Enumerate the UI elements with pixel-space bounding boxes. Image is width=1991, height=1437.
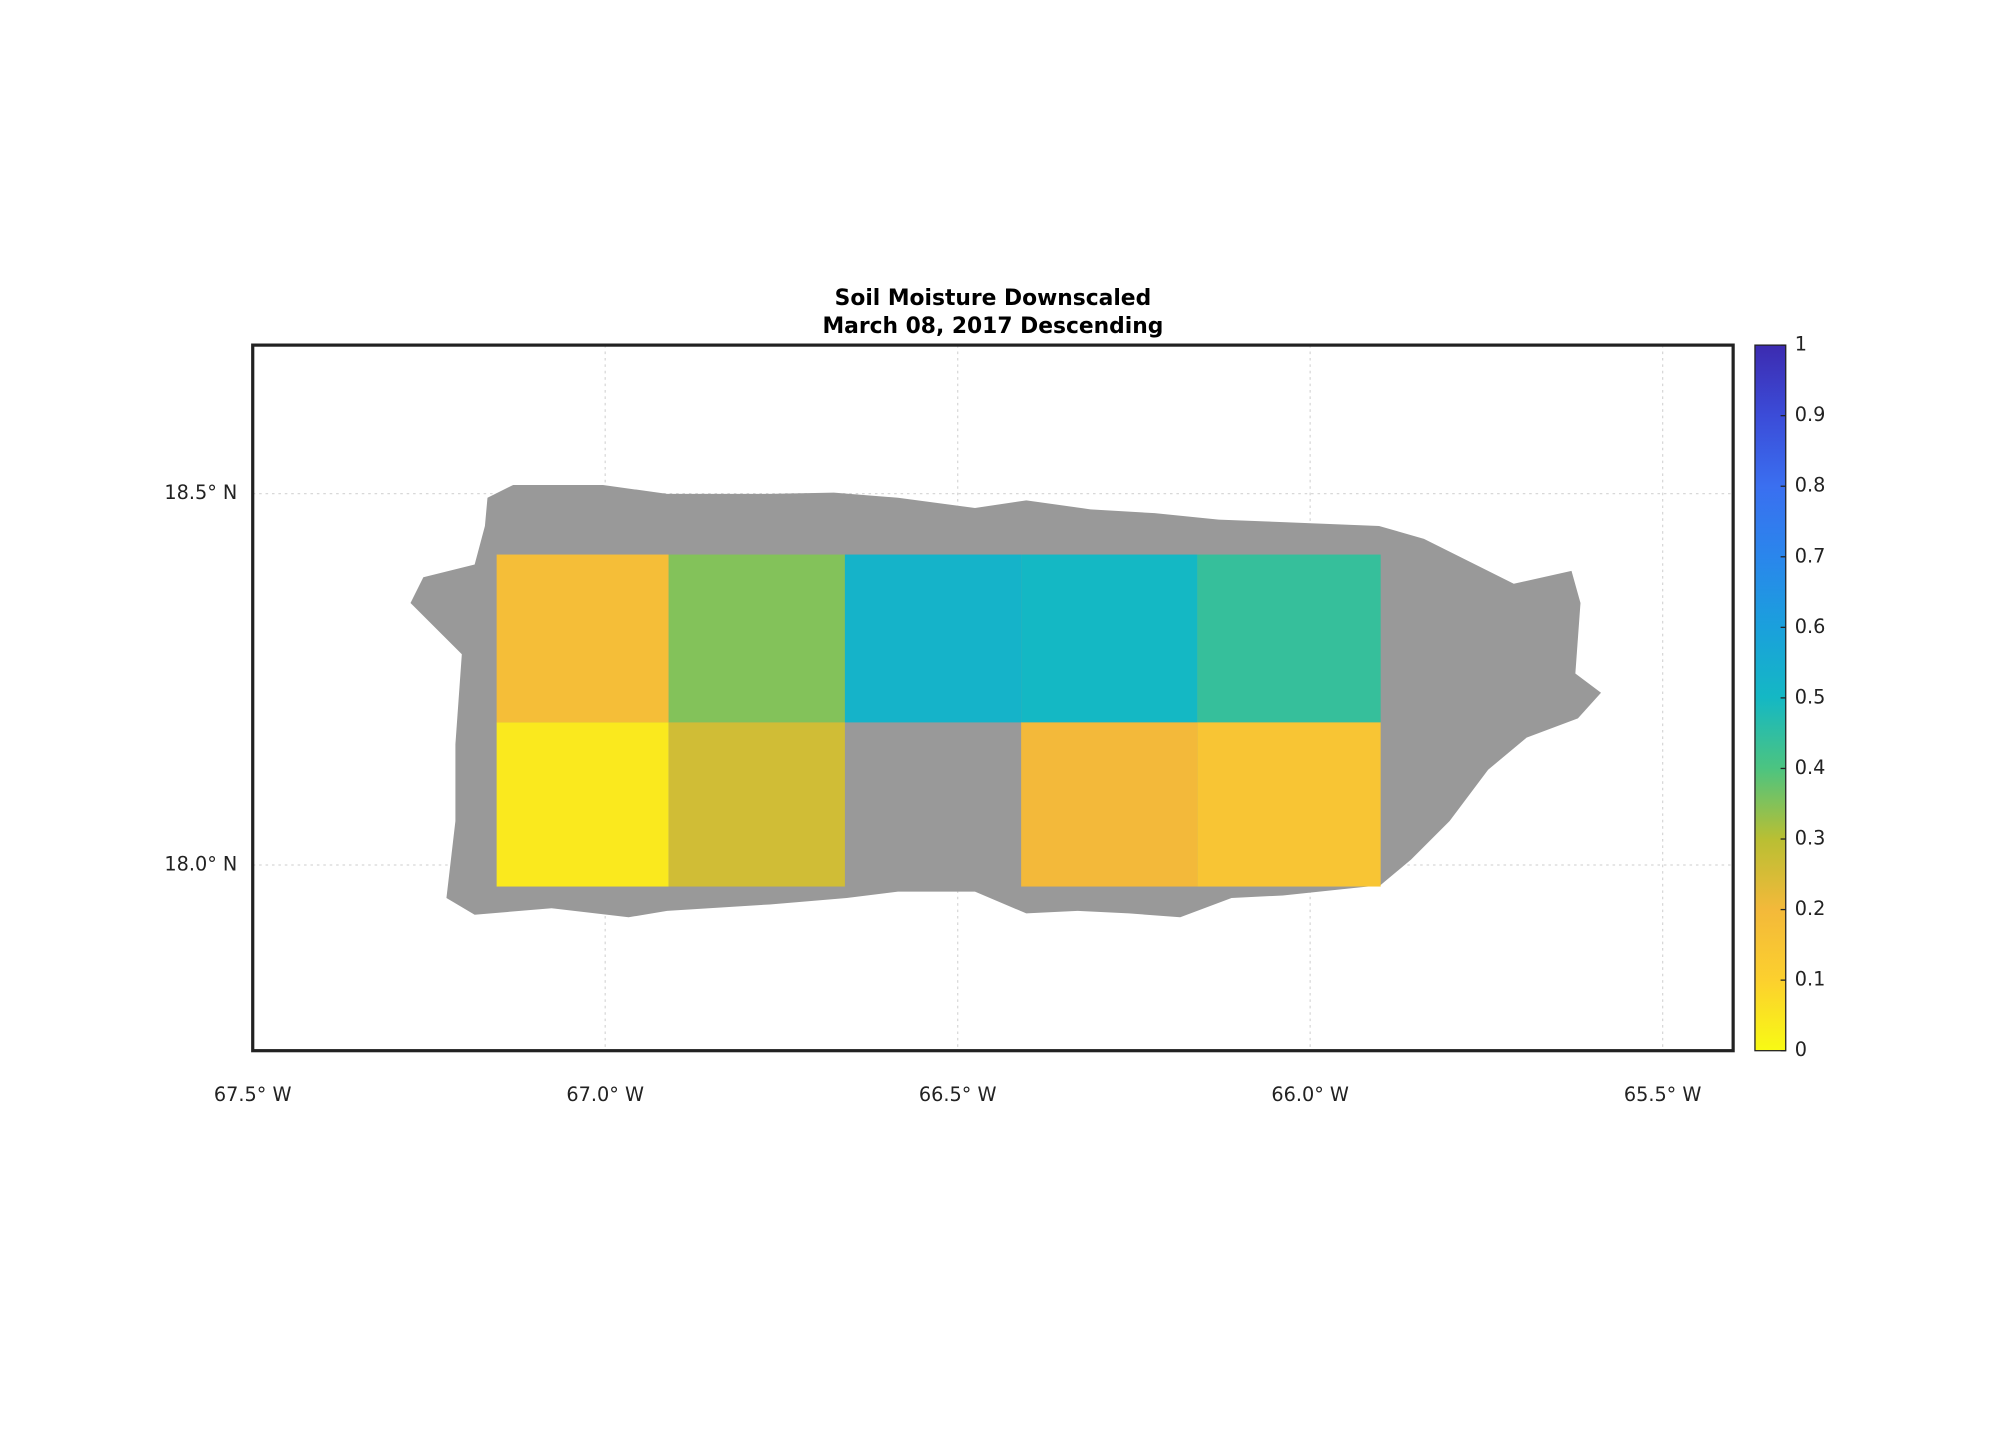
y-tick-label: 18.0° N xyxy=(164,853,237,876)
colorbar-tick-label: 0.6 xyxy=(1795,615,1826,638)
moisture-tile xyxy=(1197,722,1381,887)
y-tick-label: 18.5° N xyxy=(164,481,237,504)
colorbar-tick-label: 0.9 xyxy=(1795,403,1826,426)
colorbar-tick-label: 0.7 xyxy=(1795,544,1826,567)
x-tick-label: 65.5° W xyxy=(1624,1083,1702,1106)
moisture-tile xyxy=(496,722,669,887)
moisture-tile xyxy=(1021,722,1198,887)
moisture-tile xyxy=(844,554,1022,723)
moisture-tile xyxy=(1021,554,1198,723)
colorbar-tick-label: 0.4 xyxy=(1795,756,1826,779)
x-tick-label: 67.0° W xyxy=(566,1083,644,1106)
colorbar-tick-label: 0.2 xyxy=(1795,897,1826,920)
x-tick-label: 66.0° W xyxy=(1271,1083,1349,1106)
axes-frame xyxy=(251,343,1735,1053)
moisture-tile xyxy=(1197,554,1381,723)
colorbar-tick-label: 0 xyxy=(1795,1038,1807,1061)
colorbar-tick-label: 0.3 xyxy=(1795,827,1826,850)
moisture-tile xyxy=(496,554,669,723)
chart-title: Soil Moisture Downscaled xyxy=(835,286,1152,311)
x-tick-label: 67.5° W xyxy=(214,1083,292,1106)
colorbar-tick-label: 0.1 xyxy=(1795,968,1826,991)
moisture-tile xyxy=(668,722,845,887)
x-tick-label: 66.5° W xyxy=(919,1083,997,1106)
chart-subtitle: March 08, 2017 Descending xyxy=(822,314,1163,339)
colorbar-tick-label: 0.5 xyxy=(1795,685,1826,708)
colorbar-tick-label: 1 xyxy=(1795,333,1807,356)
colorbar-tick-label: 0.8 xyxy=(1795,474,1826,497)
moisture-tile xyxy=(668,554,845,723)
